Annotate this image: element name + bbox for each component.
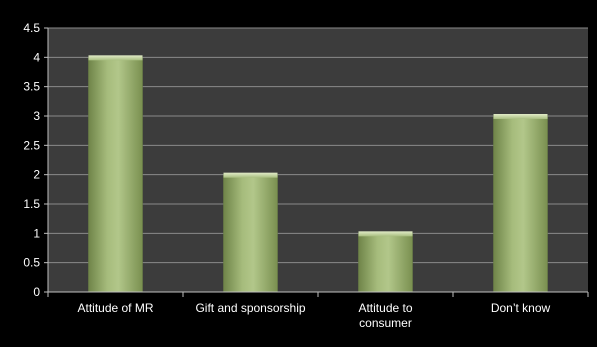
x-category-label: Attitude of MR bbox=[77, 301, 153, 315]
y-axis-tick-labels: 0 0.5 1 1.5 2 2.5 3 3.5 4 4.5 bbox=[23, 21, 40, 299]
y-tick-label: 3.5 bbox=[23, 80, 40, 94]
y-tick-label: 1 bbox=[33, 226, 40, 240]
bar-top-highlight bbox=[223, 172, 278, 178]
y-tick-label: 4 bbox=[33, 50, 40, 64]
y-tick-label: 2.5 bbox=[23, 138, 40, 152]
y-tick-label: 2 bbox=[33, 168, 40, 182]
bar-top-highlight bbox=[88, 55, 143, 61]
bars bbox=[88, 55, 548, 293]
y-tick-label: 0 bbox=[33, 285, 40, 299]
bar-3 bbox=[358, 231, 413, 293]
x-category-label: Don’t know bbox=[491, 301, 551, 315]
bar-2 bbox=[223, 172, 278, 293]
bar-body bbox=[223, 174, 278, 293]
x-category-label: Attitude to consumer bbox=[358, 301, 412, 330]
x-category-label-line: Attitude of MR bbox=[77, 301, 153, 315]
bar-body bbox=[493, 115, 548, 293]
x-category-label-line: Gift and sponsorship bbox=[195, 301, 305, 315]
bar-body bbox=[358, 233, 413, 293]
y-tick-label: 0.5 bbox=[23, 256, 40, 270]
bar-body bbox=[88, 57, 143, 293]
x-category-label: Gift and sponsorship bbox=[195, 301, 305, 315]
bar-top-highlight bbox=[493, 114, 548, 119]
bar-4 bbox=[493, 114, 548, 293]
x-category-label-line: Don’t know bbox=[491, 301, 551, 315]
x-category-label-line: consumer bbox=[359, 316, 412, 330]
x-axis-category-labels: Attitude of MR Gift and sponsorship Attitu… bbox=[77, 301, 550, 330]
bar-1 bbox=[88, 55, 143, 293]
axes bbox=[47, 28, 589, 297]
x-category-label-line: Attitude to bbox=[358, 301, 412, 315]
y-tick-label: 3 bbox=[33, 109, 40, 123]
y-tick-label: 4.5 bbox=[23, 21, 40, 35]
bar-top-highlight bbox=[358, 231, 413, 237]
y-tick-label: 1.5 bbox=[23, 197, 40, 211]
